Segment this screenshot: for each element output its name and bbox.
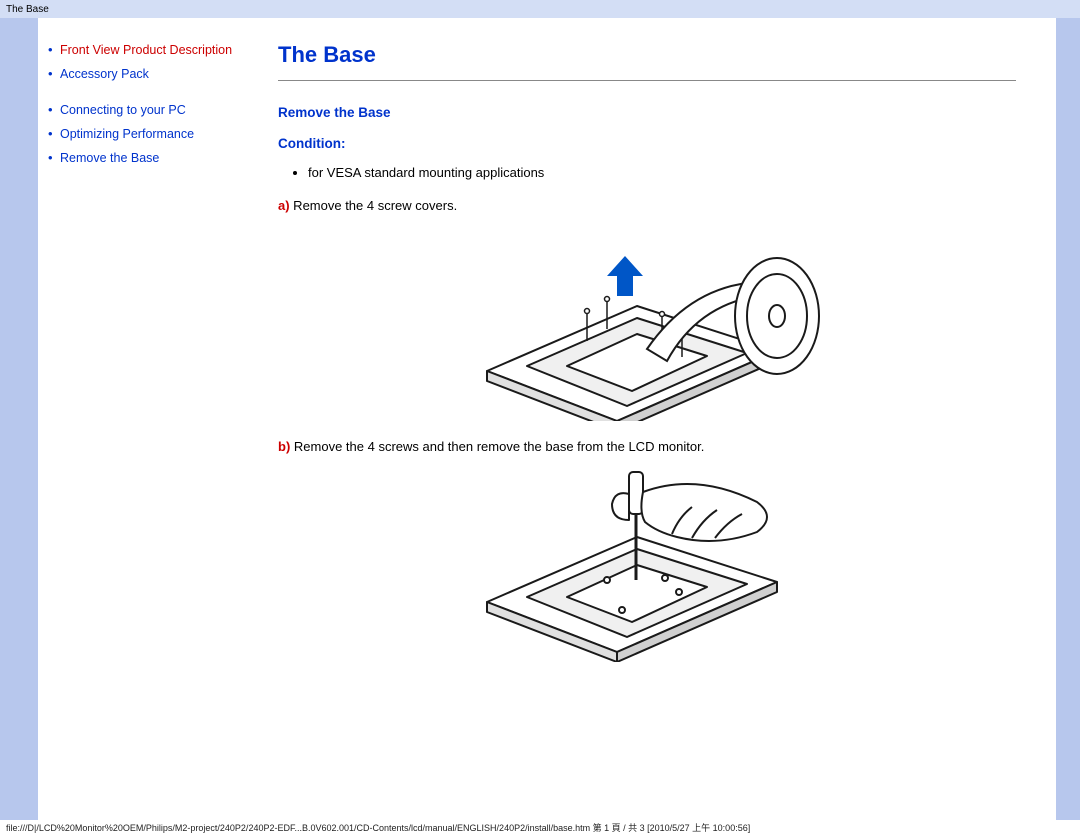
sidebar-group-2: Connecting to your PC Optimizing Perform… <box>46 102 240 167</box>
condition-list: for VESA standard mounting applications <box>308 165 1016 180</box>
page-title: The Base <box>278 42 1016 68</box>
step-a-label: a) <box>278 198 290 213</box>
sidebar-item: Accessory Pack <box>46 66 240 83</box>
illustration-b <box>457 462 837 662</box>
sidebar-link-remove-base[interactable]: Remove the Base <box>60 151 159 165</box>
sidebar-link-connecting[interactable]: Connecting to your PC <box>60 103 186 117</box>
footer-strip: file:///D|/LCD%20Monitor%20OEM/Philips/M… <box>0 820 1080 834</box>
sidebar-item: Connecting to your PC <box>46 102 240 119</box>
step-b-label: b) <box>278 439 290 454</box>
content: The Base Remove the Base Condition: for … <box>248 18 1056 820</box>
illustration-a <box>457 221 837 421</box>
sidebar-item: Optimizing Performance <box>46 126 240 143</box>
header-strip: The Base <box>0 0 1080 18</box>
right-stripe <box>1056 18 1080 820</box>
illustration-b-wrap <box>278 462 1016 662</box>
sidebar-item: Remove the Base <box>46 150 240 167</box>
sidebar-link-front-view[interactable]: Front View Product Description <box>60 43 232 57</box>
step-b: b) Remove the 4 screws and then remove t… <box>278 439 1016 454</box>
title-separator <box>278 80 1016 81</box>
step-a: a) Remove the 4 screw covers. <box>278 198 1016 213</box>
up-arrow-icon <box>607 256 643 296</box>
condition-heading: Condition: <box>278 136 1016 151</box>
step-a-text: Remove the 4 screw covers. <box>290 198 458 213</box>
footer-path: file:///D|/LCD%20Monitor%20OEM/Philips/M… <box>6 821 750 834</box>
sidebar-item: Front View Product Description <box>46 42 240 59</box>
step-b-text: Remove the 4 screws and then remove the … <box>290 439 704 454</box>
sidebar-link-accessory-pack[interactable]: Accessory Pack <box>60 67 149 81</box>
sidebar-group-1: Front View Product Description Accessory… <box>46 42 240 83</box>
sidebar-nav: Front View Product Description Accessory… <box>38 18 248 820</box>
left-stripe <box>0 18 38 820</box>
sidebar-gap <box>46 90 240 102</box>
sidebar-link-optimizing[interactable]: Optimizing Performance <box>60 127 194 141</box>
main-row: Front View Product Description Accessory… <box>0 18 1080 820</box>
condition-item: for VESA standard mounting applications <box>308 165 1016 180</box>
illustration-a-wrap <box>278 221 1016 421</box>
section-heading: Remove the Base <box>278 105 1016 120</box>
header-title: The Base <box>6 4 49 15</box>
